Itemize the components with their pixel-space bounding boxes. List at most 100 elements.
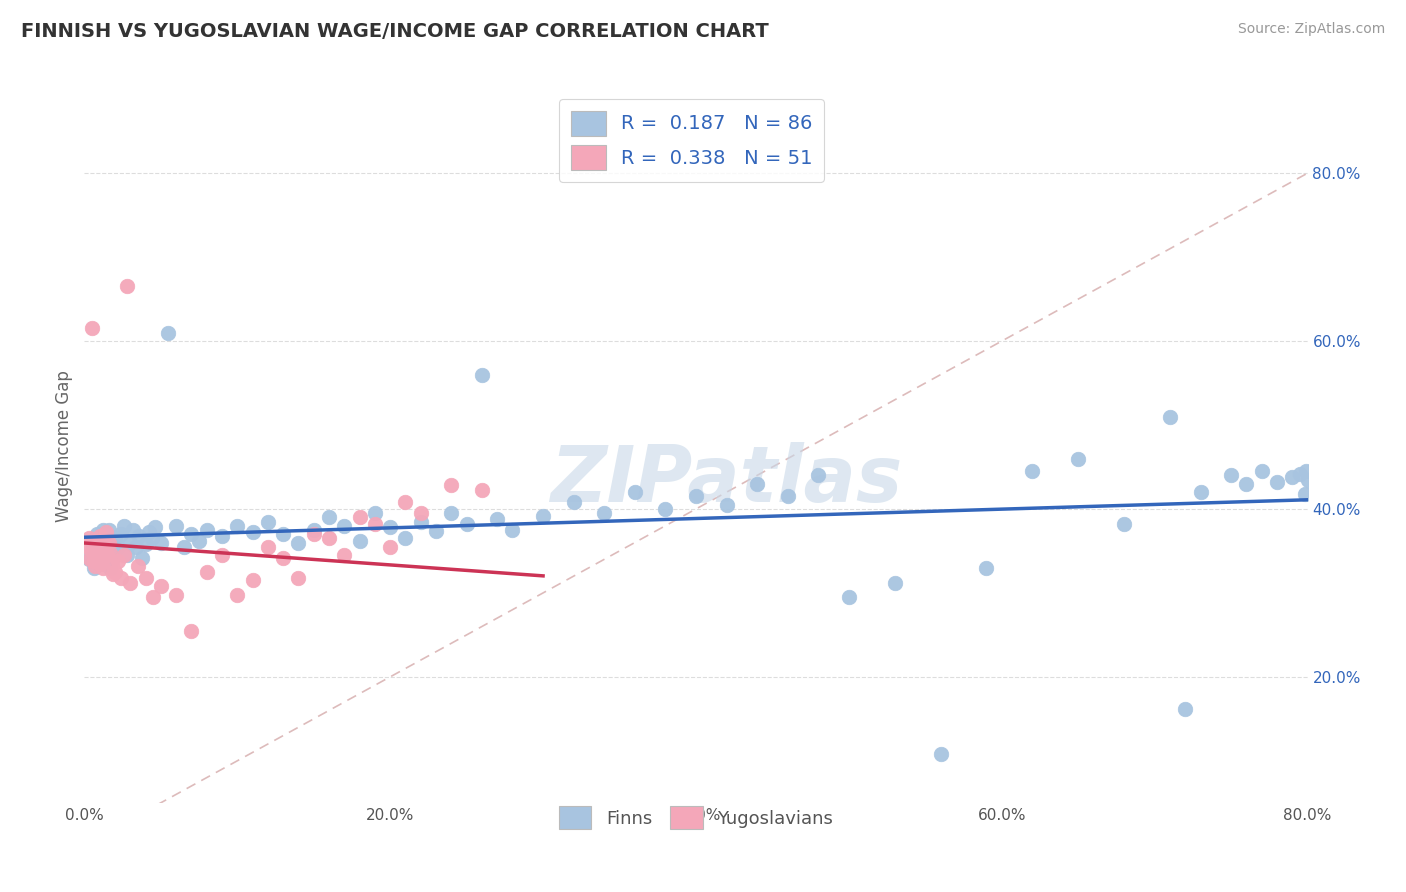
Point: [1159, 409, 1181, 424]
Point: [257, 515, 280, 529]
Point: [471, 368, 494, 382]
Point: [271, 527, 294, 541]
Point: [562, 495, 585, 509]
Point: [409, 515, 432, 529]
Point: [654, 502, 676, 516]
Point: [165, 518, 187, 533]
Point: [1265, 475, 1288, 489]
Point: [471, 483, 494, 498]
Text: FINNISH VS YUGOSLAVIAN WAGE/INCOME GAP CORRELATION CHART: FINNISH VS YUGOSLAVIAN WAGE/INCOME GAP C…: [21, 22, 769, 41]
Point: [112, 548, 135, 562]
Text: ZIPatlas: ZIPatlas: [550, 442, 903, 517]
Point: [226, 588, 249, 602]
Point: [104, 532, 127, 546]
Point: [115, 279, 138, 293]
Point: [90, 550, 112, 565]
Point: [98, 546, 121, 560]
Point: [211, 548, 233, 562]
Point: [83, 554, 105, 568]
Point: [180, 624, 202, 638]
Point: [195, 565, 218, 579]
Point: [104, 565, 127, 579]
Point: [135, 537, 157, 551]
Point: [380, 540, 402, 554]
Point: [409, 506, 432, 520]
Point: [96, 535, 118, 549]
Point: [257, 540, 280, 554]
Legend: Finns, Yugoslavians: Finns, Yugoslavians: [551, 799, 841, 837]
Point: [516, 819, 538, 833]
Point: [1174, 702, 1197, 716]
Point: [502, 523, 524, 537]
Point: [127, 559, 149, 574]
Point: [97, 523, 120, 537]
Point: [86, 527, 108, 541]
Point: [976, 560, 998, 574]
Point: [98, 560, 121, 574]
Point: [87, 548, 110, 562]
Point: [165, 588, 187, 602]
Point: [188, 533, 211, 548]
Point: [716, 498, 738, 512]
Point: [84, 544, 107, 558]
Point: [685, 489, 707, 503]
Point: [120, 575, 142, 590]
Point: [929, 747, 952, 761]
Point: [1114, 517, 1136, 532]
Point: [624, 485, 647, 500]
Point: [84, 559, 107, 574]
Point: [1295, 464, 1317, 478]
Point: [77, 552, 100, 566]
Point: [776, 489, 799, 503]
Y-axis label: Wage/Income Gap: Wage/Income Gap: [55, 370, 73, 522]
Point: [128, 529, 150, 543]
Point: [120, 535, 142, 549]
Point: [87, 537, 110, 551]
Point: [83, 560, 105, 574]
Point: [131, 550, 153, 565]
Point: [110, 571, 132, 585]
Point: [593, 506, 616, 520]
Point: [149, 535, 172, 549]
Point: [271, 550, 294, 565]
Point: [486, 512, 509, 526]
Point: [89, 529, 111, 543]
Point: [242, 574, 264, 588]
Point: [94, 548, 117, 562]
Point: [364, 506, 387, 520]
Point: [79, 552, 101, 566]
Point: [80, 535, 103, 549]
Point: [141, 532, 163, 546]
Point: [349, 533, 371, 548]
Point: [883, 575, 905, 590]
Point: [142, 590, 165, 604]
Point: [173, 540, 195, 554]
Point: [333, 518, 356, 533]
Point: [101, 552, 124, 566]
Point: [138, 525, 160, 540]
Point: [107, 540, 129, 554]
Point: [380, 520, 402, 534]
Point: [333, 548, 356, 562]
Point: [93, 537, 115, 551]
Point: [77, 532, 100, 546]
Point: [195, 523, 218, 537]
Point: [97, 535, 120, 549]
Point: [1236, 476, 1258, 491]
Point: [1067, 451, 1090, 466]
Point: [89, 557, 111, 571]
Point: [89, 540, 111, 554]
Point: [157, 326, 180, 340]
Point: [91, 523, 114, 537]
Point: [149, 579, 172, 593]
Point: [110, 527, 132, 541]
Point: [86, 546, 108, 560]
Point: [302, 527, 325, 541]
Point: [747, 476, 769, 491]
Point: [1250, 464, 1272, 478]
Point: [807, 468, 830, 483]
Point: [1021, 464, 1043, 478]
Point: [456, 517, 478, 532]
Point: [1189, 485, 1212, 500]
Point: [1220, 468, 1243, 483]
